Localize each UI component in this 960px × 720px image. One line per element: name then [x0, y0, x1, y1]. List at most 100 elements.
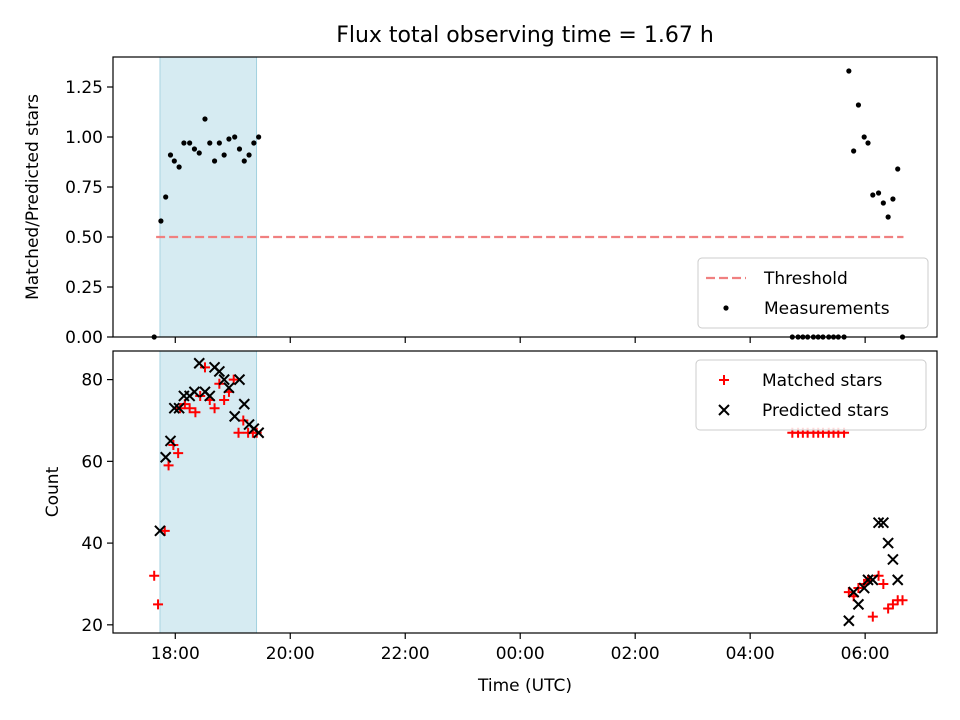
predicted-star-marker: [238, 398, 250, 410]
measurement-point: [207, 140, 213, 146]
matched-star-marker: [873, 570, 884, 581]
y-tick-label: 1.00: [65, 128, 103, 148]
legend: Threshold Measurements: [697, 257, 929, 329]
predicted-star-marker: [858, 582, 870, 594]
predicted-star-marker: [159, 451, 172, 463]
predicted-star-marker: [867, 574, 879, 586]
predicted-star-marker: [168, 402, 181, 414]
matched-star-marker: [153, 599, 164, 610]
measurement-point: [246, 152, 252, 158]
y-tick-label: 80: [81, 371, 103, 391]
measurement-point: [885, 214, 891, 220]
measurement-point: [158, 218, 164, 224]
matched-star-marker: [233, 427, 244, 438]
measurement-point: [851, 148, 857, 154]
measurement-point: [865, 140, 871, 146]
bottom-panel: 20 40 60 80 18:00 20:00 22:00 00:00 02:00 04:00 06…: [43, 350, 938, 696]
predicted-star-marker: [892, 574, 904, 586]
measurement-point: [226, 136, 232, 142]
measurement-point: [176, 164, 182, 170]
measurement-point: [241, 158, 247, 164]
y-tick-label: 20: [81, 616, 103, 636]
legend-label: Measurements: [764, 299, 890, 319]
matched-star-marker: [149, 570, 160, 581]
y-tick-label: 0.75: [65, 178, 103, 198]
predicted-star-marker: [877, 516, 890, 529]
y-tick-label: 1.25: [65, 78, 103, 98]
predicted-star-marker: [188, 386, 201, 398]
predicted-star-marker: [173, 402, 185, 414]
predicted-star-marker: [154, 525, 166, 537]
legend: Matched stars Predicted stars: [695, 359, 927, 431]
x-tick-label: 04:00: [726, 644, 775, 664]
predicted-star-marker: [218, 373, 230, 386]
matched-star-marker: [163, 460, 174, 471]
measurement-point: [163, 194, 169, 200]
matched-star-marker: [878, 578, 889, 589]
x-tick-label: 22:00: [381, 644, 430, 664]
x-tick-label: 02:00: [611, 644, 660, 664]
matched-star-marker: [173, 448, 184, 459]
y-axis-label: Count: [43, 466, 63, 517]
legend-label: Threshold: [763, 269, 848, 289]
measurement-point: [181, 140, 187, 146]
x-tick-label: 18:00: [151, 644, 200, 664]
measurement-point: [880, 200, 886, 206]
matched-star-marker: [209, 403, 220, 414]
legend-label: Predicted stars: [762, 401, 889, 421]
y-tick-label: 60: [81, 452, 103, 472]
predicted-star-marker: [228, 410, 241, 423]
predicted-star-marker: [852, 598, 865, 611]
legend-box: [697, 257, 929, 329]
x-tick-label: 06:00: [841, 644, 890, 664]
y-tick-label: 0.25: [65, 278, 103, 298]
top-panel: 0.00 0.25 0.50 0.75 1.00 1.25 Matched/Predicte…: [23, 56, 938, 348]
measurement-point: [846, 68, 852, 74]
predicted-star-marker: [872, 516, 885, 529]
predicted-star-marker: [213, 365, 226, 378]
predicted-star-marker: [887, 553, 899, 566]
measurement-point: [861, 134, 867, 140]
legend-box: [695, 359, 927, 431]
y-axis-label: Matched/Predicted stars: [23, 94, 43, 300]
measurement-point: [221, 152, 227, 158]
measurement-point: [232, 134, 238, 140]
measurement-point: [875, 190, 882, 196]
predicted-star-marker: [862, 574, 874, 586]
observing-window-shade: [159, 56, 258, 338]
measurement-point: [895, 166, 901, 172]
axes-frame: [112, 350, 938, 634]
x-tick-label: 00:00: [496, 644, 545, 664]
measurement-point: [251, 140, 257, 146]
y-tick-label: 40: [81, 534, 103, 554]
y-tick-label: 0.00: [65, 328, 103, 348]
measurement-point: [171, 158, 177, 164]
measurement-point: [211, 158, 218, 164]
predicted-star-marker: [223, 382, 235, 394]
axes-frame: [112, 56, 938, 338]
predicted-star-marker: [204, 390, 216, 402]
measurement-point: [187, 140, 193, 146]
matched-star-marker: [199, 362, 210, 373]
matched-star-marker: [219, 395, 230, 406]
matched-star-marker: [190, 407, 201, 418]
measurement-point: [191, 146, 198, 152]
matched-star-marker: [897, 595, 908, 606]
measurement-point: [890, 196, 896, 202]
measurement-point: [216, 140, 222, 146]
measurement-point: [202, 116, 208, 122]
matched-star-marker: [184, 403, 195, 414]
predicted-star-marker: [843, 615, 855, 627]
measurement-point: [196, 150, 202, 156]
measurement-point: [256, 134, 262, 140]
measurement-point: [855, 102, 862, 108]
x-axis-label: Time (UTC): [477, 676, 572, 696]
predicted-star-marker: [882, 537, 894, 549]
predicted-star-marker: [847, 586, 860, 598]
predicted-star-marker: [164, 435, 177, 447]
legend-matched-swatch: [719, 375, 729, 385]
predicted-star-marker: [193, 357, 205, 369]
y-tick-label: 0.50: [65, 228, 103, 248]
chart-title: Flux total observing time = 1.67 h: [336, 23, 714, 48]
